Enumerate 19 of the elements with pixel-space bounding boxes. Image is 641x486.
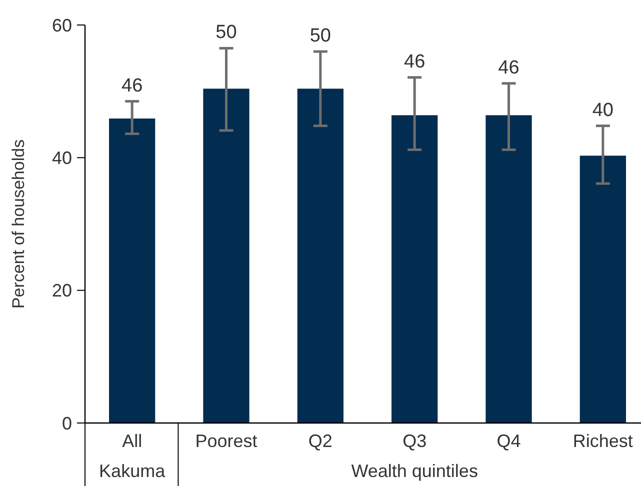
y-tick-label: 60 — [52, 15, 72, 36]
x-tick-label: Poorest — [195, 431, 258, 451]
data-label: 46 — [498, 57, 520, 78]
x-tick-label: Richest — [572, 431, 633, 451]
text: Kakuma — [99, 461, 166, 481]
data-label: 50 — [310, 26, 331, 47]
x-tick-label: Q4 — [496, 431, 521, 451]
y-tick-label: 20 — [52, 280, 72, 301]
x-tick-label: Q3 — [402, 431, 427, 451]
y-axis-title: Percent of households — [9, 139, 28, 309]
y-tick-label: 0 — [62, 413, 72, 434]
x-tick-label: Q2 — [308, 431, 332, 451]
data-label: 50 — [216, 22, 237, 44]
data-label: 46 — [404, 51, 426, 72]
x-tick-label: All — [122, 431, 142, 451]
y-tick-label: 40 — [52, 148, 72, 168]
data-label: 40 — [592, 100, 614, 121]
text: Wealth quintiles — [351, 461, 478, 481]
data-label: 46 — [122, 75, 143, 96]
